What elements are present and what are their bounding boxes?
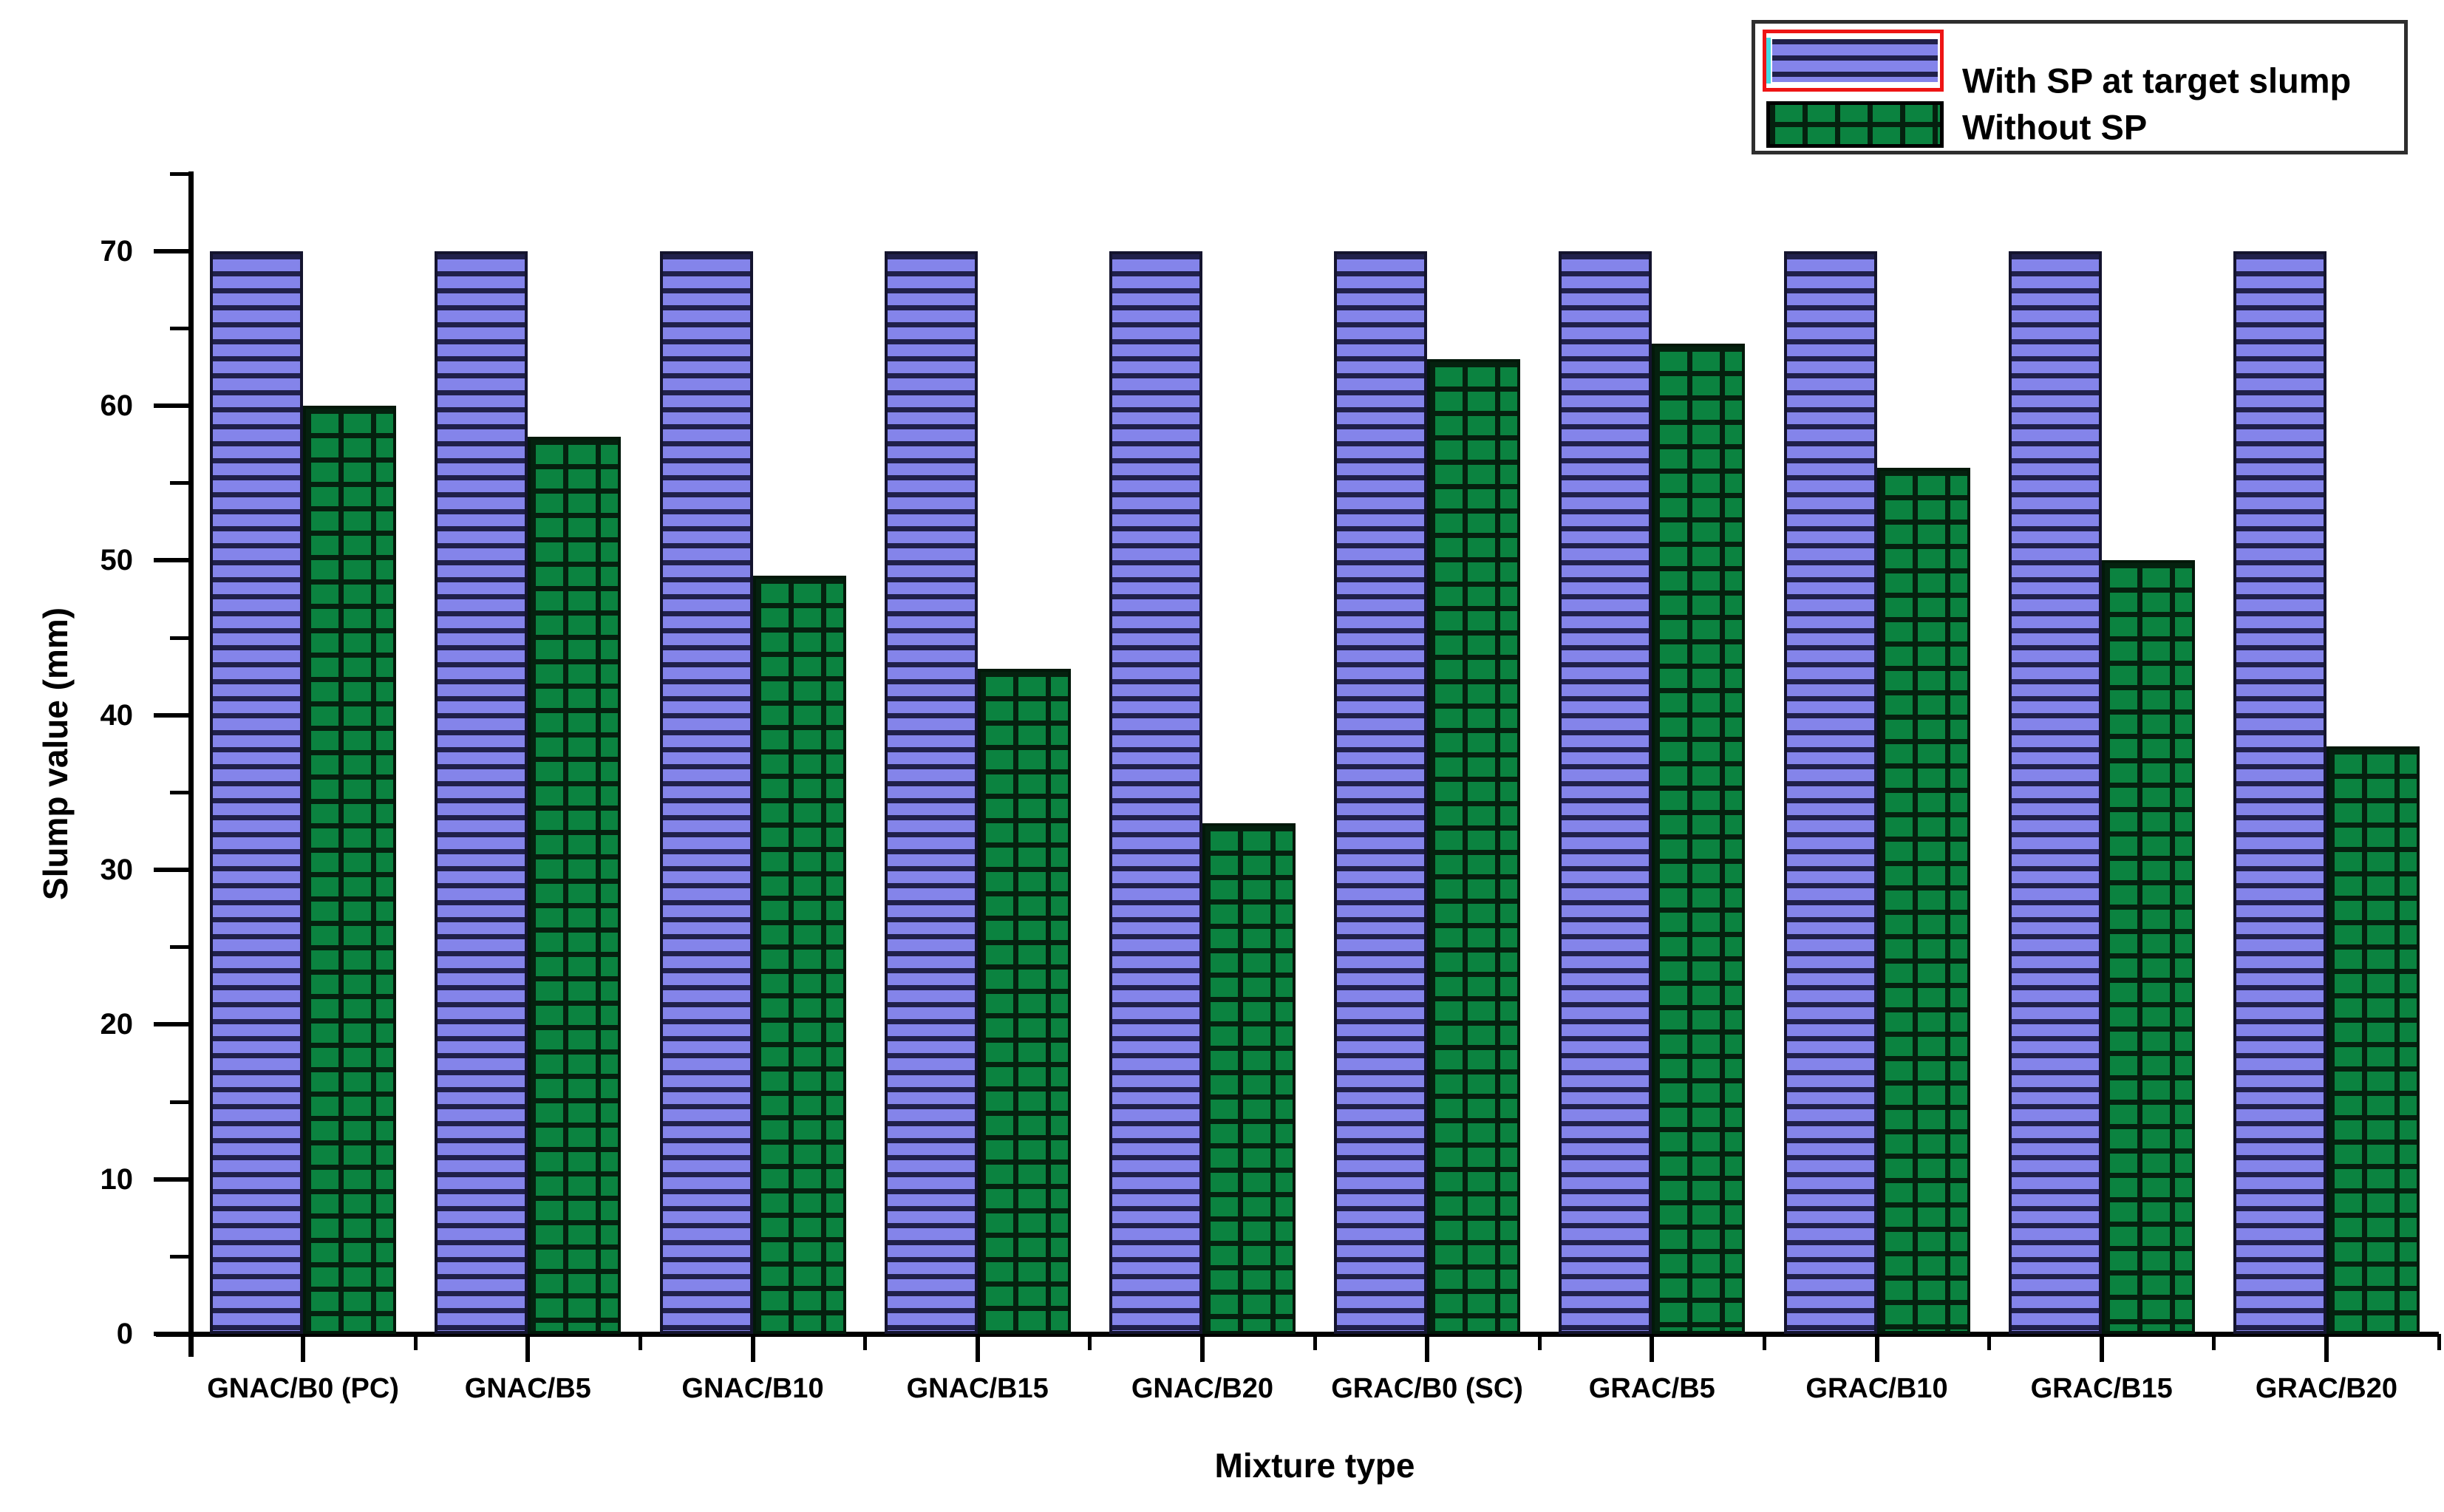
x-major-tick xyxy=(1650,1334,1655,1362)
bar-without-sp xyxy=(1876,467,1970,1334)
y-tick-label: 30 xyxy=(100,854,134,886)
x-major-tick xyxy=(1199,1334,1205,1362)
x-major-tick xyxy=(2324,1334,2329,1362)
bar-without-sp xyxy=(2101,560,2195,1334)
x-minor-tick xyxy=(1313,1334,1317,1350)
category-label: GRAC/B0 (SC) xyxy=(1331,1373,1523,1404)
y-minor-tick xyxy=(170,1254,191,1259)
legend-swatch-with-sp xyxy=(1763,30,1944,92)
x-minor-tick xyxy=(1088,1334,1092,1350)
category-label: GNAC/B15 xyxy=(906,1373,1049,1404)
y-tick-label: 0 xyxy=(116,1318,133,1350)
y-tick-label: 70 xyxy=(100,234,134,268)
category-label: GNAC/B0 (PC) xyxy=(207,1373,399,1404)
category-label: GRAC/B10 xyxy=(1805,1373,1948,1404)
x-major-tick xyxy=(2099,1334,2104,1362)
x-minor-tick xyxy=(863,1334,868,1350)
y-minor-tick xyxy=(170,326,191,330)
x-axis-line xyxy=(156,1331,2439,1337)
y-minor-tick xyxy=(170,790,191,794)
y-axis-title: Slump value (mm) xyxy=(36,607,75,901)
y-major-tick xyxy=(154,1176,191,1182)
y-axis-line xyxy=(188,171,194,1357)
bar-without-sp xyxy=(1652,344,1746,1334)
x-minor-tick xyxy=(413,1334,418,1350)
category-label: GNAC/B20 xyxy=(1131,1373,1273,1404)
x-axis-title: Mixture type xyxy=(1214,1446,1415,1485)
y-major-tick xyxy=(154,712,191,718)
x-major-tick xyxy=(975,1334,980,1362)
bar-without-sp xyxy=(528,436,622,1334)
y-tick-label: 20 xyxy=(100,1008,134,1041)
y-major-tick xyxy=(154,558,191,563)
bar-without-sp xyxy=(752,576,846,1334)
category-label: GNAC/B10 xyxy=(681,1373,824,1404)
legend: With SP at target slump Without SP xyxy=(1752,20,2408,154)
y-minor-tick xyxy=(170,481,191,486)
legend-swatch-without-sp xyxy=(1766,101,1944,148)
y-tick-label: 10 xyxy=(100,1162,134,1196)
bar-with-sp xyxy=(1559,251,1652,1334)
bar-with-sp xyxy=(1783,251,1877,1334)
category-label: GRAC/B20 xyxy=(2255,1373,2397,1404)
y-major-tick xyxy=(154,1022,191,1027)
legend-swatch-stripes xyxy=(1772,39,1938,82)
x-minor-tick xyxy=(2437,1334,2441,1350)
bar-with-sp xyxy=(435,251,528,1334)
x-major-tick xyxy=(301,1334,306,1362)
bar-with-sp xyxy=(1334,251,1428,1334)
bar-with-sp xyxy=(659,251,753,1334)
y-tick-label: 60 xyxy=(100,389,134,422)
bar-with-sp xyxy=(2008,251,2102,1334)
x-minor-tick xyxy=(638,1334,642,1350)
bar-with-sp xyxy=(210,251,304,1334)
x-major-tick xyxy=(1874,1334,1879,1362)
y-major-tick xyxy=(154,1332,191,1336)
y-major-tick xyxy=(154,868,191,872)
y-minor-tick xyxy=(170,636,191,640)
y-minor-tick xyxy=(170,945,191,950)
bar-without-sp xyxy=(1202,823,1296,1334)
x-major-tick xyxy=(750,1334,755,1362)
y-major-tick xyxy=(154,248,191,253)
y-tick-label: 40 xyxy=(100,698,134,732)
category-label: GNAC/B5 xyxy=(464,1373,591,1404)
bar-without-sp xyxy=(303,406,397,1334)
x-major-tick xyxy=(1425,1334,1430,1362)
legend-label-with-sp: With SP at target slump xyxy=(1962,61,2352,101)
x-major-tick xyxy=(525,1334,531,1362)
category-label: GRAC/B5 xyxy=(1588,1373,1715,1404)
bar-without-sp xyxy=(1427,359,1521,1334)
category-label: GRAC/B15 xyxy=(2030,1373,2173,1404)
bar-with-sp xyxy=(884,251,978,1334)
bar-with-sp xyxy=(2233,251,2326,1334)
y-major-tick xyxy=(154,403,191,408)
bar-with-sp xyxy=(1109,251,1202,1334)
y-minor-tick xyxy=(170,1100,191,1104)
x-minor-tick xyxy=(2212,1334,2216,1350)
legend-label-without-sp: Without SP xyxy=(1962,107,2148,147)
x-minor-tick xyxy=(1987,1334,1992,1350)
x-minor-tick xyxy=(1762,1334,1766,1350)
x-minor-tick xyxy=(1537,1334,1542,1350)
y-minor-tick xyxy=(170,171,191,176)
y-tick-label: 50 xyxy=(100,544,134,577)
bar-without-sp xyxy=(2326,746,2420,1334)
legend-swatch-selection-edge xyxy=(1766,38,1771,84)
bar-without-sp xyxy=(977,668,1071,1334)
